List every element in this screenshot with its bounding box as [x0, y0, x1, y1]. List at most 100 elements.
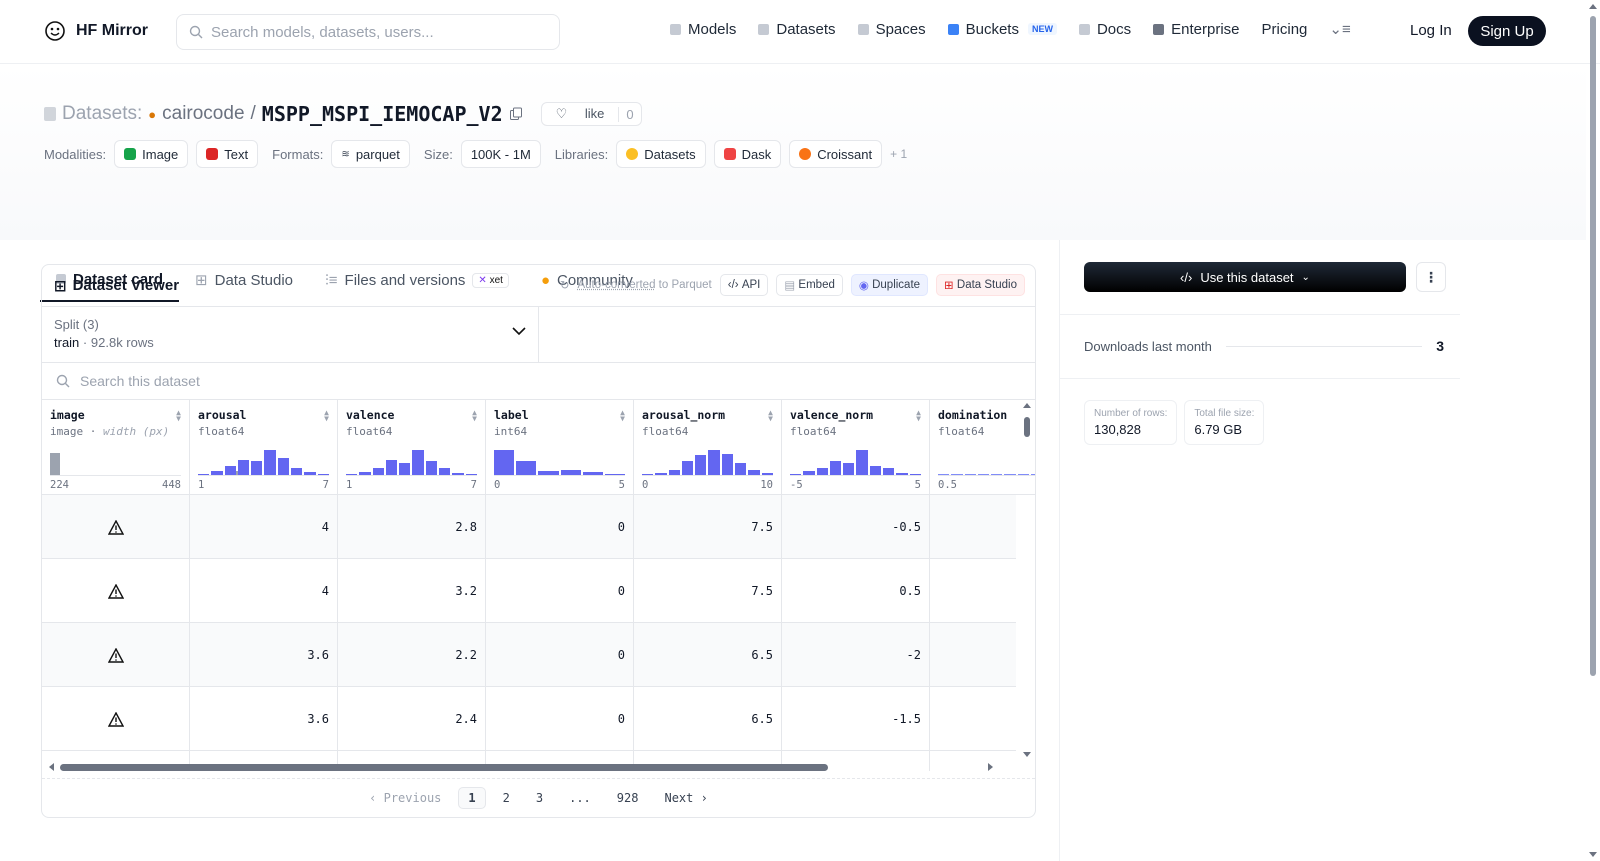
sort-icon[interactable]: ▲ ▼: [620, 408, 625, 423]
table-row[interactable]: 4 2.8 0 7.5 -0.5: [42, 495, 1016, 559]
tab-dataset-card[interactable]: Dataset card: [40, 258, 180, 302]
tag-parquet[interactable]: ≋ parquet: [331, 140, 410, 168]
table-cell[interactable]: 0.5: [782, 559, 930, 623]
table-cell[interactable]: -2: [782, 623, 930, 687]
histogram-bar[interactable]: [385, 460, 398, 475]
table-row[interactable]: 4 3.2 0 7.5 0.5: [42, 559, 1016, 623]
sort-icon[interactable]: ▲ ▼: [324, 408, 329, 423]
more-options-button[interactable]: ⋮: [1416, 262, 1446, 292]
brand-logo[interactable]: HF Mirror: [44, 20, 148, 42]
histogram-bar[interactable]: [372, 467, 384, 475]
table-cell[interactable]: 7.5: [634, 495, 782, 559]
duplicate-button[interactable]: ◉ Duplicate: [850, 274, 929, 296]
histogram-bar[interactable]: [829, 461, 842, 475]
table-cell[interactable]: -0.5: [782, 495, 930, 559]
histogram-bar[interactable]: [465, 473, 477, 475]
nav-spaces[interactable]: Spaces: [857, 21, 926, 38]
tab-data-studio[interactable]: ⊞ Data Studio: [179, 258, 309, 302]
table-cell[interactable]: 3.2: [338, 559, 486, 623]
image-cell[interactable]: [42, 687, 190, 751]
table-cell[interactable]: 2.2: [338, 623, 486, 687]
tag-dask[interactable]: Dask: [713, 140, 782, 168]
column-header-arousal[interactable]: arousal float64 ▲ ▼ 1 7: [190, 400, 338, 495]
table-cell[interactable]: 3.6: [190, 623, 338, 687]
column-header-valence_norm[interactable]: valence_norm float64 ▲ ▼ -5 5: [782, 400, 930, 495]
histogram-bar[interactable]: [425, 461, 438, 475]
histogram-bar[interactable]: [1017, 474, 1029, 475]
copy-icon[interactable]: [509, 107, 523, 121]
column-header-arousal_norm[interactable]: arousal_norm float64 ▲ ▼ 0 10: [634, 400, 782, 495]
datasets-breadcrumb[interactable]: Datasets:: [62, 103, 143, 124]
nav-models[interactable]: Models: [670, 21, 736, 38]
nav-pricing[interactable]: Pricing: [1261, 20, 1308, 38]
histogram-bar[interactable]: [708, 450, 720, 475]
histogram-bar[interactable]: [304, 472, 316, 475]
histogram-bar[interactable]: [735, 462, 747, 475]
histogram-bar[interactable]: [538, 470, 559, 475]
nav-datasets[interactable]: Datasets: [758, 21, 836, 38]
histogram-bar[interactable]: [883, 468, 895, 475]
table-cell[interactable]: 7.5: [634, 559, 782, 623]
histogram-bar[interactable]: [909, 473, 921, 475]
histogram-bar[interactable]: [655, 472, 667, 475]
api-button[interactable]: ‹/› API: [719, 274, 769, 296]
nav-more-menu[interactable]: ⌄≡: [1329, 20, 1350, 38]
histogram-bar[interactable]: [237, 460, 250, 475]
histogram-bar[interactable]: [642, 473, 654, 475]
histogram-bar[interactable]: [494, 450, 515, 475]
histogram-bar[interactable]: [359, 472, 371, 475]
histogram-bar[interactable]: [977, 474, 989, 475]
nav-buckets[interactable]: Buckets NEW: [947, 21, 1057, 38]
tag-croissant[interactable]: Croissant: [789, 140, 883, 168]
tag-datasets-lib[interactable]: Datasets: [616, 140, 706, 168]
histogram-bar[interactable]: [761, 473, 773, 475]
histogram-bar[interactable]: [291, 467, 303, 475]
table-cell[interactable]: 0: [486, 623, 634, 687]
table-cell[interactable]: 6.5: [634, 623, 782, 687]
sort-icon[interactable]: ▲ ▼: [176, 408, 181, 423]
nav-enterprise[interactable]: Enterprise: [1153, 21, 1240, 38]
table-cell[interactable]: 0: [486, 495, 634, 559]
page-928[interactable]: 928: [616, 790, 639, 805]
table-cell[interactable]: 4: [190, 559, 338, 623]
sort-icon[interactable]: ▲ ▼: [472, 408, 477, 423]
tab-community[interactable]: ● Community: [525, 258, 649, 302]
tag-image[interactable]: Image: [114, 140, 189, 168]
horizontal-scrollbar[interactable]: [46, 760, 996, 774]
table-cell[interactable]: 4: [190, 495, 338, 559]
histogram-bar[interactable]: [964, 474, 976, 475]
dataset-search-input[interactable]: Search this dataset: [42, 363, 1035, 400]
global-search-input[interactable]: Search models, datasets, users...: [176, 14, 560, 50]
histogram-bar[interactable]: [582, 472, 603, 475]
histogram-bar[interactable]: [1004, 474, 1016, 475]
auto-converted-link[interactable]: Auto-converted to Parquet: [577, 279, 711, 291]
histogram-bar[interactable]: [869, 465, 882, 475]
table-row[interactable]: 3.6 2.4 0 6.5 -1.5: [42, 687, 1016, 751]
column-header-domination[interactable]: domination float64 0.5: [930, 400, 1035, 495]
histogram-bar[interactable]: [668, 469, 680, 475]
histogram-bar[interactable]: [224, 466, 236, 475]
table-row[interactable]: 3.6 2.2 0 6.5 -2: [42, 623, 1016, 687]
org-link[interactable]: cairocode: [162, 103, 245, 124]
histogram-bar[interactable]: [748, 470, 760, 475]
histogram-bar[interactable]: [277, 457, 290, 475]
table-cell[interactable]: 0: [486, 559, 634, 623]
table-cell[interactable]: -1.5: [782, 687, 930, 751]
split-selector[interactable]: Split (3) train · 92.8k rows: [42, 307, 539, 363]
histogram-bar[interactable]: [1030, 474, 1035, 475]
histogram-bar[interactable]: [843, 462, 855, 475]
histogram-bar[interactable]: [264, 450, 276, 475]
page-scrollbar[interactable]: [1586, 0, 1600, 861]
histogram-bar[interactable]: [938, 474, 950, 475]
histogram-bar[interactable]: [412, 450, 424, 475]
table-cell[interactable]: 0: [486, 687, 634, 751]
table-cell[interactable]: 2.8: [338, 495, 486, 559]
login-link[interactable]: Log In: [1410, 22, 1452, 39]
table-cell[interactable]: 2.4: [338, 687, 486, 751]
image-cell[interactable]: [42, 495, 190, 559]
previous-page-button[interactable]: ‹ Previous: [369, 790, 442, 805]
image-cell[interactable]: [42, 623, 190, 687]
next-page-button[interactable]: Next ›: [664, 790, 708, 805]
like-button[interactable]: ♡ like 0: [540, 102, 642, 126]
histogram-bar[interactable]: [896, 472, 908, 475]
